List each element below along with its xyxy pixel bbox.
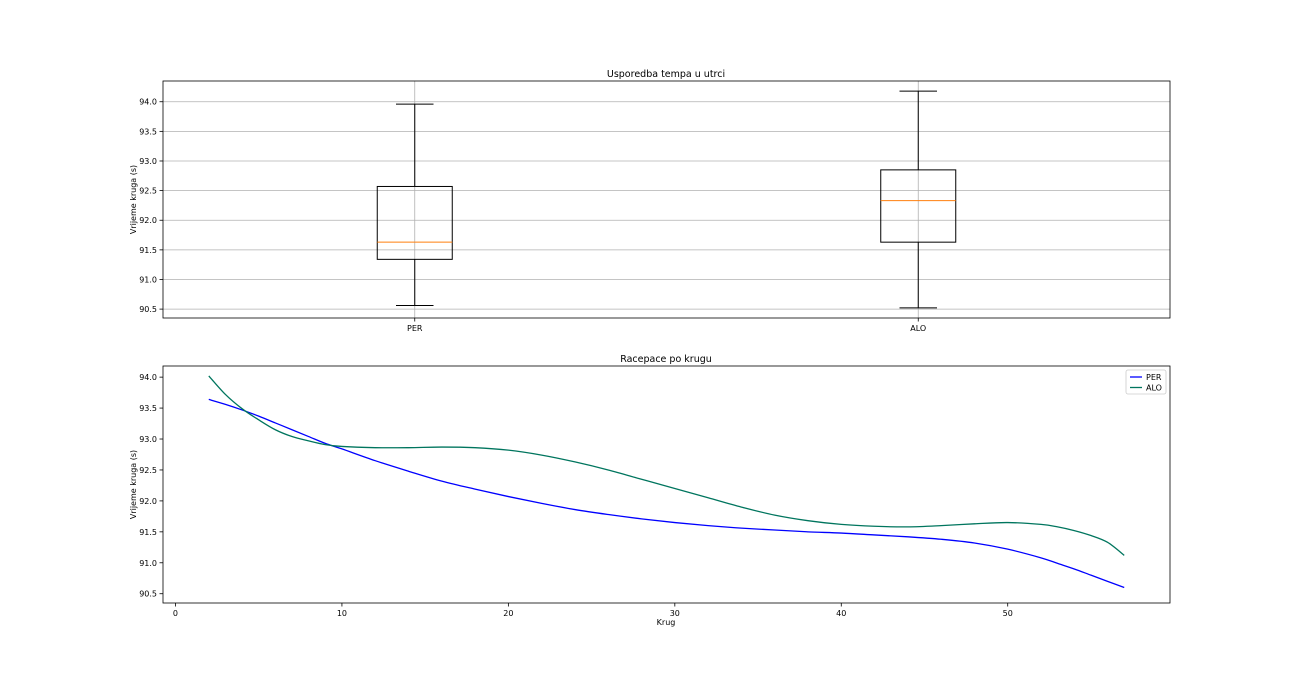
line-chart: 90.5 91.0 91.5 92.0 92.5 93.0 93.5 94.0 0 10 20 30…	[129, 354, 1171, 627]
boxplot-y-tick-label: 91.5	[139, 246, 157, 255]
boxplot-boxes	[376, 90, 957, 309]
line-y-tick-label: 93.5	[139, 404, 157, 413]
line-x-tick-label: 10	[337, 609, 347, 618]
line-y-tick-label: 94.0	[139, 373, 157, 382]
boxplot-x-tick-label: ALO	[910, 324, 926, 333]
boxplot-grid	[163, 81, 1170, 318]
boxplot-x-ticks: PER ALO	[407, 318, 926, 333]
boxplot-frame	[162, 80, 1171, 319]
line-x-tick-label: 30	[670, 609, 680, 618]
boxplot-chart: 90.591.091.592.092.593.093.594.0 PER ALO …	[129, 69, 1171, 333]
box-alo	[880, 90, 957, 309]
line-y-tick-label: 91.0	[139, 559, 157, 568]
legend-label-alo: ALO	[1146, 384, 1162, 393]
line-x-tick-label: 50	[1003, 609, 1013, 618]
line-plot-area	[163, 366, 1170, 603]
line-x-tick-label: 20	[503, 609, 513, 618]
series-line-alo	[208, 375, 1125, 556]
line-title: Racepace po krugu	[620, 354, 712, 365]
line-frame	[162, 365, 1171, 604]
line-y-tick-label: 92.5	[139, 466, 157, 475]
legend: PER ALO	[1125, 369, 1167, 395]
boxplot-y-tick-label: 91.0	[139, 275, 157, 284]
boxplot-y-ticks: 90.5 91.0 91.5 92.0 92.5 93.0 93.5 94.0	[139, 98, 163, 314]
line-x-tick-label: 0	[173, 609, 178, 618]
line-y-ticks: 90.5 91.0 91.5 92.0 92.5 93.0 93.5 94.0	[139, 373, 163, 599]
line-y-tick-label: 90.5	[139, 590, 157, 599]
boxplot-y-tick-label: 92.5	[139, 187, 157, 196]
line-x-label: Krug	[657, 618, 676, 627]
line-y-label: Vrijeme kruga (s)	[129, 450, 138, 519]
boxplot-title: Usporedba tempa u utrci	[607, 69, 725, 80]
line-x-tick-label: 40	[836, 609, 846, 618]
boxplot-y-label: Vrijeme kruga (s)	[129, 165, 138, 234]
boxplot-y-tick-label: 90.5	[139, 305, 157, 314]
legend-label-per: PER	[1146, 373, 1162, 382]
box-iqr	[880, 169, 957, 243]
boxplot-y-tick-label: 94.0	[139, 98, 157, 107]
line-y-tick-label: 93.0	[139, 435, 157, 444]
box-per	[376, 103, 453, 307]
boxplot-y-tick-label: 93.5	[139, 127, 157, 136]
series-line-per	[208, 398, 1125, 589]
line-y-tick-label: 91.5	[139, 528, 157, 537]
boxplot-x-tick-label: PER	[407, 324, 423, 333]
line-y-tick-label: 92.0	[139, 497, 157, 506]
boxplot-plot-area	[163, 81, 1170, 318]
boxplot-y-tick-label: 93.0	[139, 157, 157, 166]
box-iqr	[376, 185, 453, 260]
line-series-group	[208, 375, 1125, 589]
line-x-ticks: 0 10 20 30 40 50	[173, 603, 1013, 618]
boxplot-y-tick-label: 92.0	[139, 216, 157, 225]
